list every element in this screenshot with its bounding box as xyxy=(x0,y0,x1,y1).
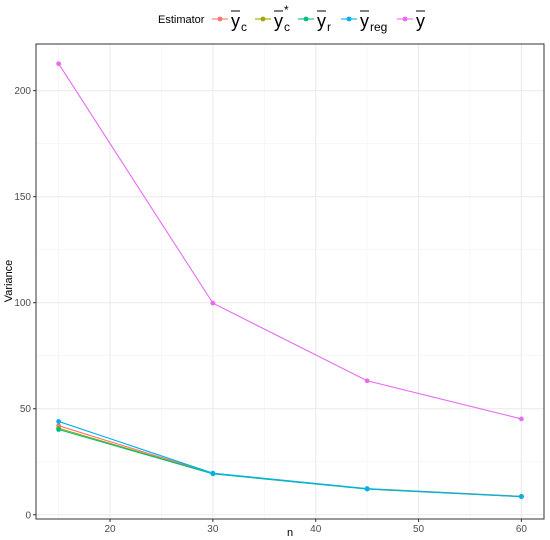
y-tick-label: 100 xyxy=(14,298,31,309)
legend-label-5: y xyxy=(416,10,425,31)
legend-label-superscript: * xyxy=(284,3,289,17)
series-layer xyxy=(56,61,524,500)
series-line xyxy=(58,420,522,498)
legend-key-point xyxy=(402,16,408,22)
grid-major xyxy=(36,44,544,519)
legend-key-3 xyxy=(298,16,314,22)
series-point xyxy=(56,419,62,424)
legend-key-2 xyxy=(255,16,271,22)
legend-label-subscript: r xyxy=(327,20,331,34)
legend-key-point xyxy=(303,16,309,22)
series-point xyxy=(210,470,216,476)
legend: Estimator y c y c*y r y reg y xyxy=(158,3,425,34)
legend-label-base: y xyxy=(360,11,369,31)
y-axis: 0 50 100 150 200 xyxy=(14,86,36,521)
legend-key-5 xyxy=(397,16,413,22)
x-tick-label: 30 xyxy=(207,524,219,535)
y-tick-label: 50 xyxy=(20,404,32,415)
legend-key-4 xyxy=(341,16,357,22)
series-5 xyxy=(56,61,524,422)
legend-label-subscript: c xyxy=(241,20,247,34)
legend-key-point xyxy=(217,16,223,22)
legend-label-subscript: reg xyxy=(370,20,387,34)
x-tick-label: 40 xyxy=(310,524,322,535)
legend-title: Estimator xyxy=(158,14,205,26)
series-line xyxy=(58,63,522,420)
legend-key-point xyxy=(346,16,352,22)
series-point xyxy=(210,300,216,306)
legend-label-base: y xyxy=(416,11,425,31)
series-point xyxy=(518,416,524,422)
plot-border xyxy=(35,43,545,520)
series-point xyxy=(56,427,62,432)
series-point xyxy=(364,486,370,492)
legend-key-1 xyxy=(212,16,228,22)
x-tick-label: 20 xyxy=(104,524,116,535)
series-point xyxy=(518,494,524,499)
legend-label-2: y c * xyxy=(274,3,290,34)
legend-label-base: y xyxy=(231,11,240,31)
legend-label-base: y xyxy=(317,11,326,31)
grid-minor xyxy=(36,44,544,519)
x-tick-label: 60 xyxy=(516,524,528,535)
legend-label-4: y reg xyxy=(360,10,387,34)
x-axis-title: n xyxy=(287,527,293,539)
y-axis-title: Variance xyxy=(3,260,15,303)
series-4 xyxy=(56,419,524,499)
series-point xyxy=(56,61,62,67)
plot-panel xyxy=(36,44,544,519)
y-tick-label: 150 xyxy=(14,192,31,203)
x-tick-label: 50 xyxy=(413,524,425,535)
legend-label-subscript: c xyxy=(284,20,290,34)
y-tick-label: 200 xyxy=(14,86,31,97)
legend-key-point xyxy=(260,16,266,22)
x-axis: 20 30 40 50 60 xyxy=(104,519,527,535)
y-tick-label: 0 xyxy=(25,510,31,521)
series-point xyxy=(364,378,370,384)
legend-label-base: y xyxy=(274,11,283,31)
